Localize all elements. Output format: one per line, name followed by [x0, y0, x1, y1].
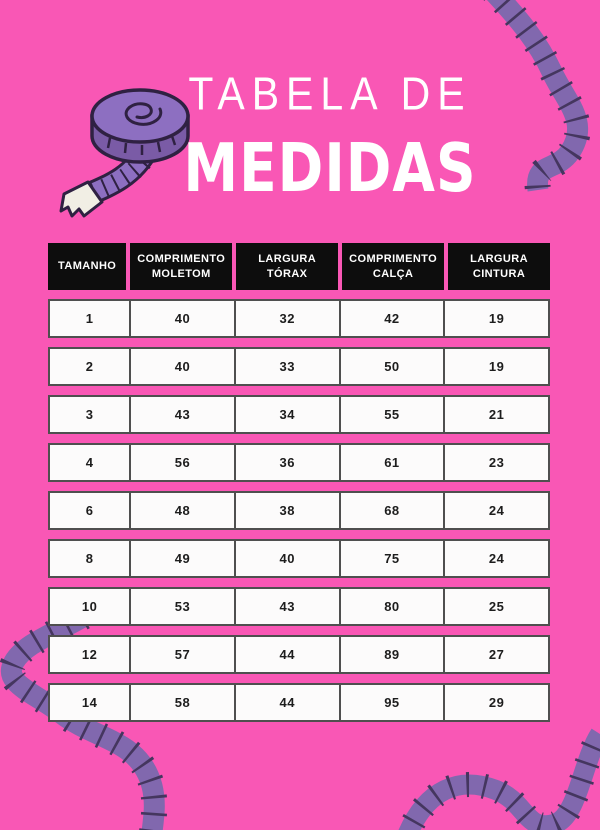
table-cell-measure: 40 [233, 541, 339, 576]
table-cell-measure: 44 [233, 685, 339, 720]
table-cell-size: 10 [81, 599, 98, 614]
table-cell-measure: 24 [443, 541, 548, 576]
table-row: 3 43 34 55 21 [48, 395, 550, 434]
table-cell-measure: 40 [129, 301, 234, 336]
table-row: 14 58 44 95 29 [48, 683, 550, 722]
table-cell-measure: 40 [129, 349, 234, 384]
poster-title: TABELA DE MEDIDAS [180, 60, 480, 207]
table-cell-measure: 38 [233, 493, 339, 528]
table-cell-measure: 68 [338, 493, 444, 528]
table-cell-size: 4 [85, 455, 94, 470]
header-cell-largura-torax: LARGURA TÓRAX [236, 243, 339, 290]
table-cell-measure: 80 [338, 589, 444, 624]
table-cell-measure: 19 [443, 349, 548, 384]
table-cell-measure: 61 [338, 445, 444, 480]
table-cell-measure: 25 [443, 589, 548, 624]
table-row: 10 53 43 80 25 [48, 587, 550, 626]
table-cell-measure: 53 [129, 589, 234, 624]
table-row: 12 57 44 89 27 [48, 635, 550, 674]
size-table-body: 1 40 32 42 19 2 40 33 50 19 3 43 34 55 21 4 56 36 61 23 6 48 3… [48, 299, 550, 722]
table-cell-size: 14 [81, 695, 98, 710]
size-table: TAMANHO COMPRIMENTO MOLETOM LARGURA TÓRA… [48, 243, 550, 722]
title-line-2: MEDIDAS [183, 129, 477, 208]
table-cell-size: 8 [85, 551, 94, 566]
table-cell-measure: 34 [233, 397, 339, 432]
measuring-tape-roll-icon [59, 88, 190, 218]
table-cell-measure: 24 [443, 493, 548, 528]
table-cell-measure: 95 [338, 685, 444, 720]
table-cell-measure: 56 [129, 445, 234, 480]
table-cell-measure: 50 [338, 349, 444, 384]
table-cell-measure: 29 [443, 685, 548, 720]
table-row: 8 49 40 75 24 [48, 539, 550, 578]
table-cell-measure: 55 [338, 397, 444, 432]
header-cell-largura-cintura: LARGURA CINTURA [448, 243, 550, 290]
table-cell-measure: 27 [443, 637, 548, 672]
table-row: 4 56 36 61 23 [48, 443, 550, 482]
table-cell-measure: 19 [443, 301, 548, 336]
table-cell-measure: 36 [233, 445, 339, 480]
table-cell-measure: 58 [129, 685, 234, 720]
table-cell-measure: 43 [233, 589, 339, 624]
table-cell-measure: 48 [129, 493, 234, 528]
table-cell-measure: 32 [233, 301, 339, 336]
table-header-row: TAMANHO COMPRIMENTO MOLETOM LARGURA TÓRA… [48, 243, 550, 290]
table-cell-size: 6 [85, 503, 94, 518]
table-cell-measure: 44 [233, 637, 339, 672]
table-cell-size: 1 [85, 311, 94, 326]
header-cell-comprimento-moletom: COMPRIMENTO MOLETOM [130, 243, 233, 290]
table-cell-measure: 23 [443, 445, 548, 480]
table-cell-measure: 43 [129, 397, 234, 432]
table-row: 2 40 33 50 19 [48, 347, 550, 386]
table-cell-measure: 21 [443, 397, 548, 432]
title-line-1: TABELA DE [188, 68, 472, 120]
table-cell-measure: 42 [338, 301, 444, 336]
table-cell-size: 2 [85, 359, 94, 374]
table-row: 6 48 38 68 24 [48, 491, 550, 530]
table-cell-measure: 75 [338, 541, 444, 576]
table-cell-measure: 49 [129, 541, 234, 576]
header-cell-comprimento-calca: COMPRIMENTO CALÇA [342, 243, 445, 290]
table-cell-measure: 33 [233, 349, 339, 384]
table-cell-measure: 89 [338, 637, 444, 672]
header-cell-tamanho: TAMANHO [48, 243, 127, 290]
table-cell-size: 12 [81, 647, 98, 662]
title-block: TABELA DE MEDIDAS [0, 60, 600, 230]
table-cell-size: 3 [85, 407, 94, 422]
table-row: 1 40 32 42 19 [48, 299, 550, 338]
table-cell-measure: 57 [129, 637, 234, 672]
